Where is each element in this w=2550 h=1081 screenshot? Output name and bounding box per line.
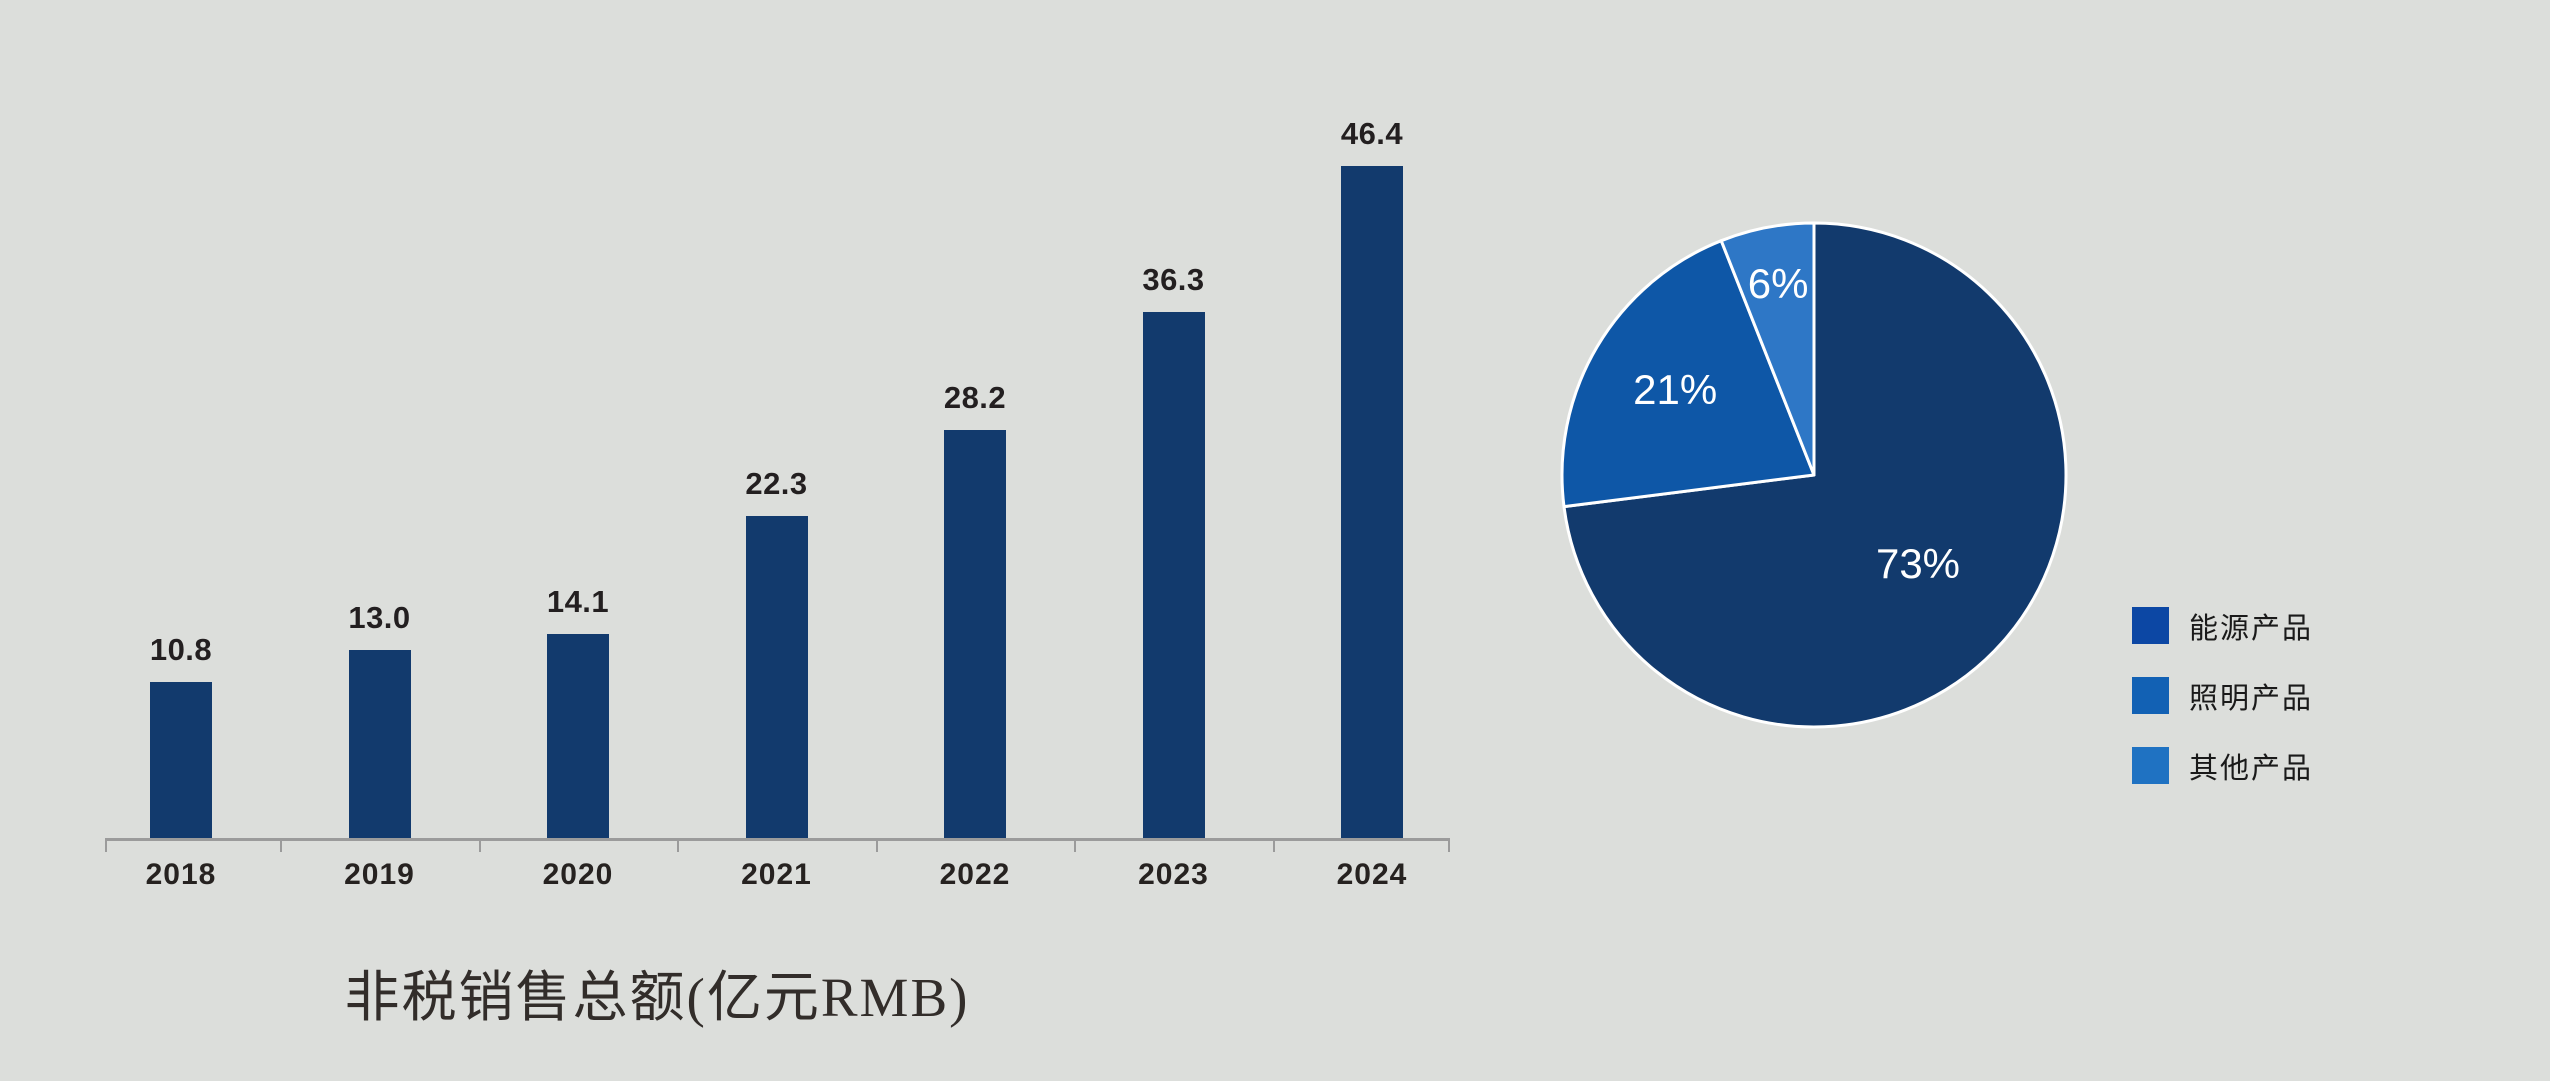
axis-tick — [1448, 838, 1450, 852]
axis-tick — [1074, 838, 1076, 852]
bar-value-label-2020: 14.1 — [546, 584, 610, 619]
axis-tick — [677, 838, 679, 852]
x-axis-label-2023: 2023 — [1138, 858, 1209, 891]
legend-swatch-lighting-products — [2132, 677, 2169, 714]
bar-value-label-2022: 28.2 — [943, 380, 1007, 415]
x-axis-line — [105, 838, 1449, 841]
legend-row-other-products: 其他产品 — [2132, 747, 2314, 785]
axis-tick — [1273, 838, 1275, 852]
x-axis-label-2024: 2024 — [1336, 858, 1408, 891]
pie-legend: 能源产品照明产品其他产品 — [2132, 607, 2313, 817]
legend-swatch-other-products — [2132, 747, 2169, 784]
legend-label-energy-products: 能源产品 — [2189, 612, 2314, 645]
bar-chart-title: 非税销售总额(亿元RMB) — [344, 967, 970, 1028]
pie-slice-other-products — [1719, 221, 1816, 477]
bar-2022 — [944, 430, 1006, 839]
x-axis-label-2018: 2018 — [145, 858, 217, 891]
pie-slice-label-energy-products: 73% — [1876, 540, 1960, 587]
x-axis-label-2019: 2019 — [344, 858, 415, 891]
pie-slice-lighting-products — [1560, 239, 1816, 509]
pie-chart: 73% 21% 6% — [1560, 221, 2068, 729]
bar-2021 — [745, 516, 808, 839]
pie-slice-label-other-products: 6% — [1748, 260, 1809, 307]
pie-slice-label-lighting-products: 21% — [1633, 366, 1717, 413]
legend-row-lighting-products: 照明产品 — [2132, 677, 2314, 715]
axis-tick — [479, 838, 481, 852]
bar-2019 — [348, 650, 411, 839]
x-axis-label-2022: 2022 — [939, 858, 1011, 891]
x-axis-label-2021: 2021 — [741, 858, 812, 891]
axis-tick — [105, 838, 107, 852]
bar-value-label-2023: 36.3 — [1142, 262, 1205, 297]
bar-value-label-2024: 46.4 — [1340, 116, 1404, 151]
bar-2018 — [150, 682, 212, 839]
axis-tick — [280, 838, 282, 852]
bar-value-label-2018: 10.8 — [149, 632, 213, 667]
bar-value-label-2019: 13.0 — [348, 600, 411, 635]
legend-label-other-products: 其他产品 — [2189, 752, 2314, 785]
bar-2023 — [1142, 312, 1205, 839]
x-axis-label-2020: 2020 — [542, 858, 614, 891]
bar-2020 — [547, 634, 609, 839]
legend-swatch-energy-products — [2132, 607, 2169, 644]
legend-row-energy-products: 能源产品 — [2132, 607, 2314, 645]
bar-2024 — [1341, 166, 1403, 839]
legend-label-lighting-products: 照明产品 — [2189, 682, 2314, 715]
bar-value-label-2021: 22.3 — [745, 466, 808, 501]
axis-tick — [876, 838, 878, 852]
